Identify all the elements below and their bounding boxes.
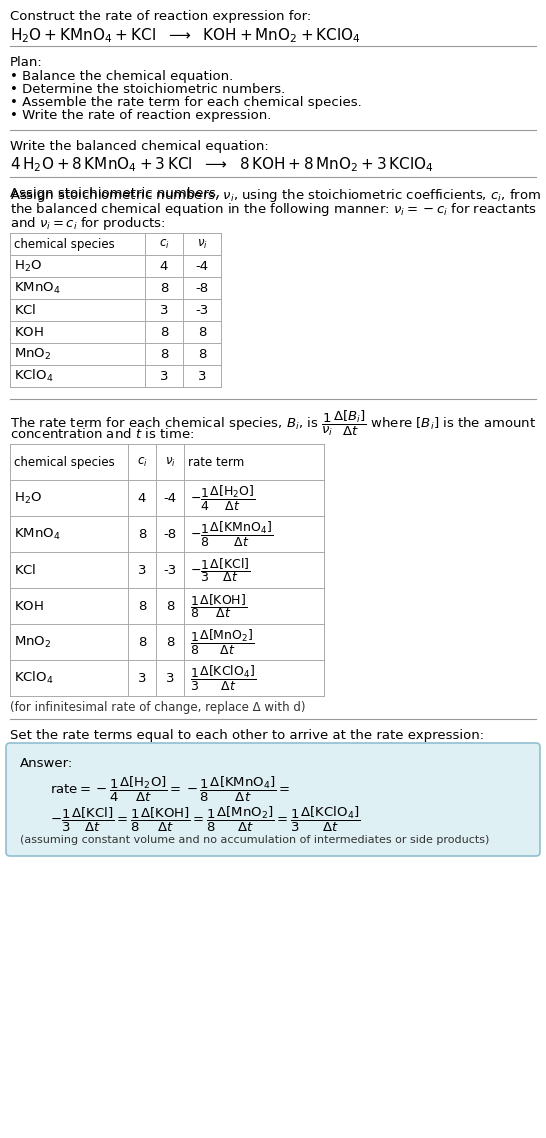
Text: $\nu_i$: $\nu_i$ <box>197 238 207 250</box>
Text: 3: 3 <box>138 563 146 577</box>
Text: 8: 8 <box>160 281 168 295</box>
Text: -4: -4 <box>163 492 176 504</box>
Text: $\mathregular{KOH}$: $\mathregular{KOH}$ <box>14 600 44 612</box>
Text: concentration and $t$ is time:: concentration and $t$ is time: <box>10 427 194 442</box>
Text: $-\dfrac{1}{8}\dfrac{\Delta[\mathregular{KMnO_4}]}{\Delta t}$: $-\dfrac{1}{8}\dfrac{\Delta[\mathregular… <box>190 519 273 549</box>
Text: $\mathregular{MnO_2}$: $\mathregular{MnO_2}$ <box>14 635 51 650</box>
Text: $\mathregular{KMnO_4}$: $\mathregular{KMnO_4}$ <box>14 527 61 542</box>
Text: -4: -4 <box>195 259 209 272</box>
Text: -3: -3 <box>163 563 176 577</box>
Text: $-\dfrac{1}{3}\dfrac{\Delta[\mathregular{KCl}]}{\Delta t}$: $-\dfrac{1}{3}\dfrac{\Delta[\mathregular… <box>190 556 251 584</box>
Text: 8: 8 <box>198 347 206 361</box>
Text: 8: 8 <box>166 635 174 649</box>
Text: $c_i$: $c_i$ <box>136 455 147 469</box>
Text: (assuming constant volume and no accumulation of intermediates or side products): (assuming constant volume and no accumul… <box>20 835 489 846</box>
Text: 4: 4 <box>160 259 168 272</box>
Text: Answer:: Answer: <box>20 757 73 770</box>
Text: 3: 3 <box>198 370 206 382</box>
Text: $\mathregular{4\,H_2O + 8\,KMnO_4 + 3\,KCl}$  $\longrightarrow$  $\mathregular{8: $\mathregular{4\,H_2O + 8\,KMnO_4 + 3\,K… <box>10 155 434 174</box>
Text: 8: 8 <box>138 600 146 612</box>
Text: $\mathregular{KCl}$: $\mathregular{KCl}$ <box>14 563 37 577</box>
Text: 3: 3 <box>138 671 146 684</box>
Text: Assign stoichiometric numbers,: Assign stoichiometric numbers, <box>10 187 224 200</box>
Text: $\mathregular{MnO_2}$: $\mathregular{MnO_2}$ <box>14 346 51 362</box>
Text: $\mathregular{H_2O}$: $\mathregular{H_2O}$ <box>14 258 42 273</box>
Text: $\dfrac{1}{8}\dfrac{\Delta[\mathregular{KOH}]}{\Delta t}$: $\dfrac{1}{8}\dfrac{\Delta[\mathregular{… <box>190 592 247 620</box>
Text: $\mathregular{KClO_4}$: $\mathregular{KClO_4}$ <box>14 670 54 686</box>
Text: Write the balanced chemical equation:: Write the balanced chemical equation: <box>10 140 269 152</box>
Text: $-\dfrac{1}{3}\dfrac{\Delta[\mathrm{KCl}]}{\Delta t} = \dfrac{1}{8}\dfrac{\Delta: $-\dfrac{1}{3}\dfrac{\Delta[\mathrm{KCl}… <box>50 805 360 834</box>
Text: Assign stoichiometric numbers, $\nu_i$, using the stoichiometric coefficients, $: Assign stoichiometric numbers, $\nu_i$, … <box>10 187 541 204</box>
Text: Construct the rate of reaction expression for:: Construct the rate of reaction expressio… <box>10 10 311 23</box>
Text: rate term: rate term <box>188 455 244 469</box>
Text: • Determine the stoichiometric numbers.: • Determine the stoichiometric numbers. <box>10 83 285 96</box>
Text: chemical species: chemical species <box>14 455 115 469</box>
Text: • Assemble the rate term for each chemical species.: • Assemble the rate term for each chemic… <box>10 96 362 109</box>
Text: 3: 3 <box>160 304 168 316</box>
Text: 8: 8 <box>138 635 146 649</box>
Text: $\mathregular{H_2O + KMnO_4 + KCl}$  $\longrightarrow$  $\mathregular{KOH + MnO_: $\mathregular{H_2O + KMnO_4 + KCl}$ $\lo… <box>10 26 361 44</box>
Text: chemical species: chemical species <box>14 238 115 250</box>
Text: $\nu_i$: $\nu_i$ <box>164 455 175 469</box>
Text: $\mathregular{KClO_4}$: $\mathregular{KClO_4}$ <box>14 368 54 384</box>
Text: -8: -8 <box>163 528 176 541</box>
FancyBboxPatch shape <box>6 743 540 856</box>
Text: the balanced chemical equation in the following manner: $\nu_i = -c_i$ for react: the balanced chemical equation in the fo… <box>10 201 537 218</box>
Text: 4: 4 <box>138 492 146 504</box>
Text: $\mathregular{KMnO_4}$: $\mathregular{KMnO_4}$ <box>14 280 61 296</box>
Text: $-\dfrac{1}{4}\dfrac{\Delta[\mathregular{H_2O}]}{\Delta t}$: $-\dfrac{1}{4}\dfrac{\Delta[\mathregular… <box>190 484 256 512</box>
Text: -8: -8 <box>195 281 209 295</box>
Text: $\mathregular{KCl}$: $\mathregular{KCl}$ <box>14 303 37 318</box>
Text: • Balance the chemical equation.: • Balance the chemical equation. <box>10 71 233 83</box>
Text: 8: 8 <box>166 600 174 612</box>
Text: 3: 3 <box>160 370 168 382</box>
Text: $c_i$: $c_i$ <box>159 238 169 250</box>
Text: The rate term for each chemical species, $B_i$, is $\dfrac{1}{\nu_i}\dfrac{\Delt: The rate term for each chemical species,… <box>10 409 536 438</box>
Text: 8: 8 <box>160 347 168 361</box>
Text: Plan:: Plan: <box>10 56 43 69</box>
Text: $\mathregular{KOH}$: $\mathregular{KOH}$ <box>14 325 44 338</box>
Text: 8: 8 <box>198 325 206 338</box>
Text: Set the rate terms equal to each other to arrive at the rate expression:: Set the rate terms equal to each other t… <box>10 729 484 742</box>
Text: 3: 3 <box>166 671 174 684</box>
Text: (for infinitesimal rate of change, replace Δ with d): (for infinitesimal rate of change, repla… <box>10 701 306 714</box>
Text: and $\nu_i = c_i$ for products:: and $\nu_i = c_i$ for products: <box>10 215 165 232</box>
Text: $\dfrac{1}{3}\dfrac{\Delta[\mathregular{KClO_4}]}{\Delta t}$: $\dfrac{1}{3}\dfrac{\Delta[\mathregular{… <box>190 663 256 693</box>
Text: 8: 8 <box>138 528 146 541</box>
Text: $\mathregular{H_2O}$: $\mathregular{H_2O}$ <box>14 490 42 505</box>
Text: $\mathrm{rate} = -\dfrac{1}{4}\dfrac{\Delta[\mathrm{H_2O}]}{\Delta t} = -\dfrac{: $\mathrm{rate} = -\dfrac{1}{4}\dfrac{\De… <box>50 775 290 805</box>
Text: • Write the rate of reaction expression.: • Write the rate of reaction expression. <box>10 109 271 122</box>
Text: $\dfrac{1}{8}\dfrac{\Delta[\mathregular{MnO_2}]}{\Delta t}$: $\dfrac{1}{8}\dfrac{\Delta[\mathregular{… <box>190 627 254 657</box>
Text: -3: -3 <box>195 304 209 316</box>
Text: 8: 8 <box>160 325 168 338</box>
